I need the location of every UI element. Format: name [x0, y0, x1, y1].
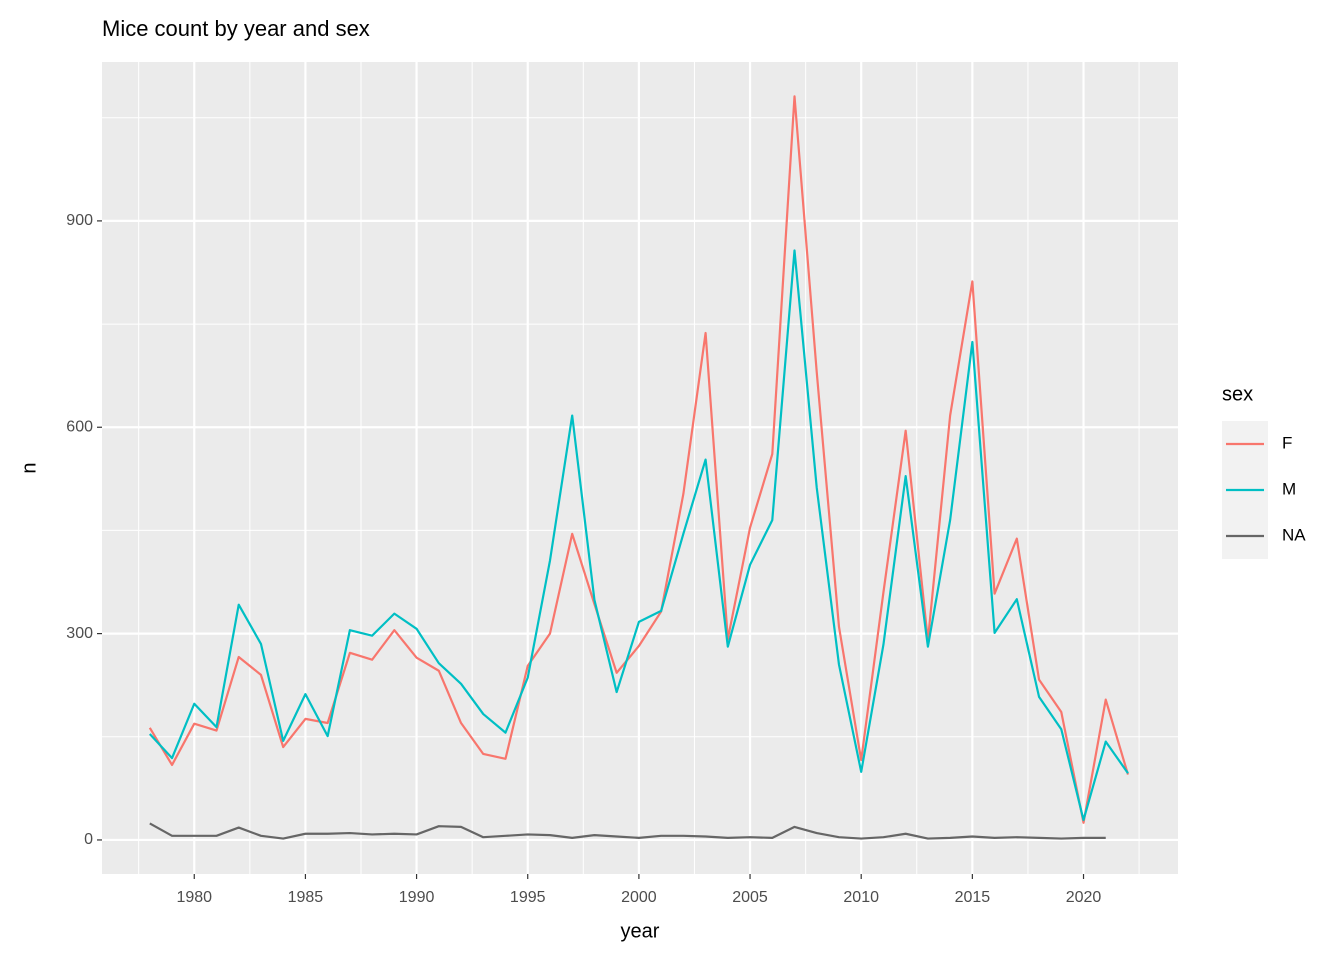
x-tick-label: 1990	[399, 889, 435, 906]
x-tick-label: 2010	[843, 889, 879, 906]
y-axis-title: n	[18, 462, 40, 473]
legend-label: NA	[1282, 525, 1306, 544]
x-tick-label: 2005	[732, 889, 768, 906]
legend-label: M	[1282, 479, 1296, 498]
plot-panel	[102, 62, 1178, 874]
y-tick-label: 900	[66, 212, 93, 229]
y-tick-label: 0	[84, 831, 93, 848]
series-line	[149, 822, 1106, 840]
y-tick-label: 600	[66, 418, 93, 435]
legend-label: F	[1282, 433, 1292, 452]
legend-title: sex	[1222, 383, 1253, 405]
x-axis-title: year	[621, 920, 660, 942]
x-tick-label: 1985	[288, 889, 324, 906]
x-tick-label: 2020	[1066, 889, 1102, 906]
x-tick-label: 1980	[176, 889, 212, 906]
x-tick-label: 2015	[955, 889, 991, 906]
x-tick-label: 2000	[621, 889, 657, 906]
series-line	[148, 95, 1130, 824]
y-tick-label: 300	[66, 625, 93, 642]
chart-title: Mice count by year and sex	[102, 16, 370, 41]
x-tick-label: 1995	[510, 889, 546, 906]
series-line	[148, 249, 1129, 822]
